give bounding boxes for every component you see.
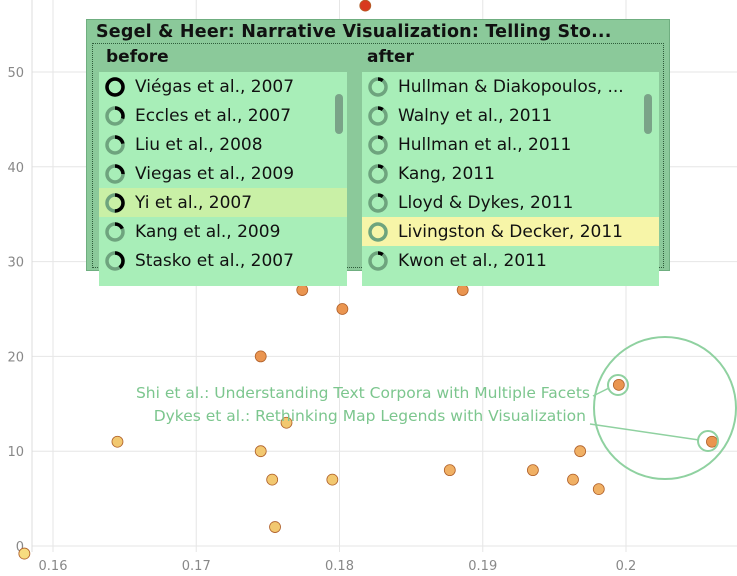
before-item-label: Liu et al., 2008 [135,134,263,155]
after-list-item[interactable]: Kwon et al., 2011 [362,246,659,275]
progress-ring-icon [368,163,388,184]
x-tick-label: 0.16 [39,559,68,574]
data-point[interactable] [254,350,267,363]
before-item-label: Yi et al., 2007 [135,192,253,213]
after-scrollbar[interactable] [644,94,652,134]
annotation-shi: Shi et al.: Understanding Text Corpora w… [136,384,590,402]
before-item-label: Kang et al., 2009 [135,221,281,242]
before-list[interactable]: Viégas et al., 2007 Eccles et al., 2007 Li… [99,72,347,286]
before-list-item[interactable]: Eccles et al., 2007 [99,101,347,130]
y-tick-label: 10 [7,445,24,460]
before-header: before [106,47,169,67]
progress-ring-icon [105,163,125,184]
progress-ring-icon [368,192,388,213]
data-point[interactable] [456,284,469,296]
after-list-item[interactable]: Walny et al., 2011 [362,101,659,130]
progress-ring-icon [368,76,388,97]
progress-ring-icon [105,192,125,213]
leader-line-dykes [589,423,700,441]
before-list-item[interactable]: Liu et al., 2008 [99,130,347,159]
data-point[interactable] [254,445,267,458]
after-item-label: Kang, 2011 [398,163,495,184]
after-item-label: Hullman & Diakopoulos, ... [398,76,624,97]
data-point[interactable] [296,284,309,296]
progress-ring-icon [368,134,388,155]
progress-ring-icon [368,105,388,126]
x-axis-ticks: 0.16 0.17 0.18 0.19 0.2 [39,559,637,574]
x-tick-label: 0.2 [616,559,637,574]
data-point[interactable] [526,464,539,477]
x-tick-label: 0.19 [468,559,497,574]
after-list-item[interactable]: Hullman et al., 2011 [362,130,659,159]
before-list-item[interactable]: Viegas et al., 2009 [99,159,347,188]
annotation-callouts: Shi et al.: Understanding Text Corpora w… [136,336,737,480]
data-point[interactable] [612,378,625,391]
x-tick-label: 0.17 [182,559,211,574]
before-list-item[interactable]: Stasko et al., 2007 [99,246,347,275]
panel-lists: before after Viégas et al., 2007 Eccles e… [92,43,664,286]
y-tick-label: 50 [7,66,24,81]
x-tick-label: 0.18 [325,559,354,574]
before-item-label: Eccles et al., 2007 [135,105,292,126]
data-point[interactable] [336,303,349,315]
highlight-ring-dykes [697,430,719,452]
data-point[interactable] [326,473,339,486]
before-item-label: Viégas et al., 2007 [135,76,295,97]
after-header: after [367,47,414,67]
after-list-item[interactable]: Lloyd & Dykes, 2011 [362,188,659,217]
y-tick-label: 0 [16,540,24,555]
data-point[interactable] [592,483,605,496]
before-scrollbar[interactable] [335,94,343,134]
data-point[interactable] [359,0,372,12]
before-list-item[interactable]: Yi et al., 2007 [99,188,347,217]
annotation-dykes: Dykes et al.: Rethinking Map Legends wit… [154,407,586,425]
after-list-item[interactable]: Hullman & Diakopoulos, ... [362,72,659,101]
after-item-label: Livingston & Decker, 2011 [398,221,623,242]
data-point[interactable] [111,435,124,448]
y-axis-ticks: 0 10 20 30 40 50 [7,66,24,555]
lens-circle[interactable] [593,336,737,480]
panel-title: Segel & Heer: Narrative Visualization: T… [96,22,612,42]
before-list-item[interactable]: Viégas et al., 2007 [99,72,347,101]
before-item-label: Stasko et al., 2007 [135,250,294,271]
leader-line-shi [592,387,610,397]
progress-ring-icon [105,134,125,155]
progress-ring-icon [368,221,388,242]
data-point[interactable] [18,547,31,560]
citation-panel[interactable]: Segel & Heer: Narrative Visualization: T… [86,19,670,286]
after-item-label: Kwon et al., 2011 [398,250,547,271]
after-list-item[interactable]: Kang, 2011 [362,159,659,188]
after-item-label: Walny et al., 2011 [398,105,553,126]
progress-ring-icon [105,105,125,126]
y-tick-label: 40 [7,161,24,176]
highlight-ring-shi [607,374,629,396]
after-item-label: Lloyd & Dykes, 2011 [398,192,574,213]
y-tick-label: 20 [7,350,24,365]
after-list-item[interactable]: Livingston & Decker, 2011 [362,217,659,246]
after-item-label: Hullman et al., 2011 [398,134,572,155]
before-list-item[interactable]: Kang et al., 2009 [99,217,347,246]
progress-ring-icon [105,221,125,242]
progress-ring-icon [105,76,125,97]
data-points[interactable] [18,0,718,560]
progress-ring-icon [368,250,388,271]
data-point[interactable] [266,473,279,486]
progress-ring-icon [105,250,125,271]
y-tick-label: 30 [7,256,24,271]
data-point[interactable] [280,416,293,429]
data-point[interactable] [443,464,456,477]
before-item-label: Viegas et al., 2009 [135,163,295,184]
after-list[interactable]: Hullman & Diakopoulos, ... Walny et al., … [362,72,659,286]
data-point[interactable] [574,445,587,458]
data-point[interactable] [567,473,579,486]
data-point[interactable] [269,521,281,533]
